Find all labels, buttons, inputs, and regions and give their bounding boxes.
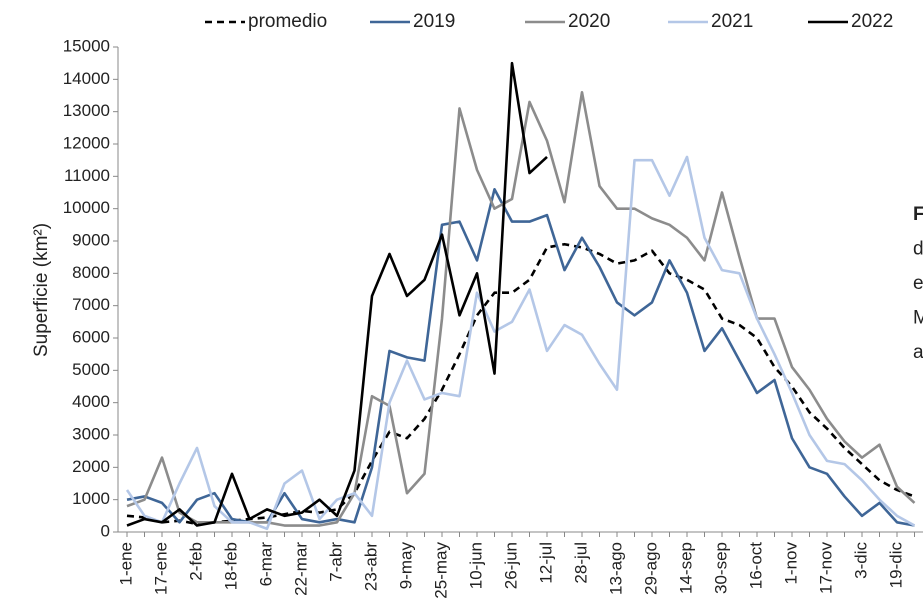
x-tick-label: 25-may (431, 542, 450, 599)
y-tick-label: 15000 (63, 36, 110, 55)
series-line (125, 155, 916, 531)
series-line (126, 242, 915, 526)
x-tick-label: 14-sep (676, 542, 695, 594)
y-tick-label: 14000 (63, 69, 110, 88)
y-tick-label: 8000 (72, 263, 110, 282)
x-tick-label: 23-abr (361, 542, 380, 591)
side-text: e (913, 273, 923, 294)
side-text: a (913, 342, 923, 363)
x-tick-label: 2-feb (186, 542, 205, 581)
y-tick-label: 6000 (72, 327, 110, 346)
x-tick-label: 3-dic (851, 542, 870, 579)
side-text: F (913, 204, 923, 225)
x-tick-label: 22-mar (291, 542, 310, 596)
x-tick-label: 7-abr (326, 542, 345, 582)
x-tick-label: 30-sep (711, 542, 730, 594)
x-tick-label: 13-ago (606, 542, 625, 595)
x-tick-label: 26-jun (501, 542, 520, 589)
legend-label: promedio (248, 11, 327, 32)
legend-label: 2020 (568, 11, 610, 32)
y-tick-label: 13000 (63, 101, 110, 120)
side-text: M (913, 308, 923, 329)
x-tick-label: 19-dic (886, 542, 905, 589)
y-tick-label: 9000 (72, 230, 110, 249)
series-line (126, 90, 916, 527)
y-tick-label: 7000 (72, 295, 110, 314)
x-tick-label: 10-jun (466, 542, 485, 589)
y-tick-label: 2000 (72, 457, 110, 476)
x-tick-label: 17-nov (816, 542, 835, 594)
y-tick-label: 1000 (72, 489, 110, 508)
y-tick-label: 0 (101, 521, 110, 540)
x-tick-label: 12-jul (536, 542, 555, 584)
y-tick-label: 4000 (72, 392, 110, 411)
y-tick-label: 5000 (72, 360, 110, 379)
x-tick-label: 28-jul (571, 542, 590, 584)
legend-label: 2022 (851, 11, 893, 32)
legend-label: 2021 (711, 11, 753, 32)
x-tick-label: 1-nov (781, 542, 800, 585)
y-tick-label: 10000 (63, 198, 110, 217)
y-tick-label: 12000 (63, 133, 110, 152)
x-tick-label: 16-oct (746, 542, 765, 590)
x-tick-label: 17-ene (151, 542, 170, 595)
x-tick-label: 1-ene (116, 542, 135, 585)
y-tick-label: 11000 (64, 166, 110, 185)
side-text: d (913, 239, 923, 260)
series-line (126, 61, 548, 527)
x-tick-label: 6-mar (256, 542, 275, 587)
legend-label: 2019 (413, 11, 455, 32)
y-axis-title: Superficie (km²) (31, 223, 52, 357)
x-tick-label: 9-may (396, 542, 415, 590)
x-tick-label: 29-ago (641, 542, 660, 595)
x-tick-label: 18-feb (221, 542, 240, 590)
series-line (126, 187, 915, 527)
y-tick-label: 3000 (72, 424, 110, 443)
